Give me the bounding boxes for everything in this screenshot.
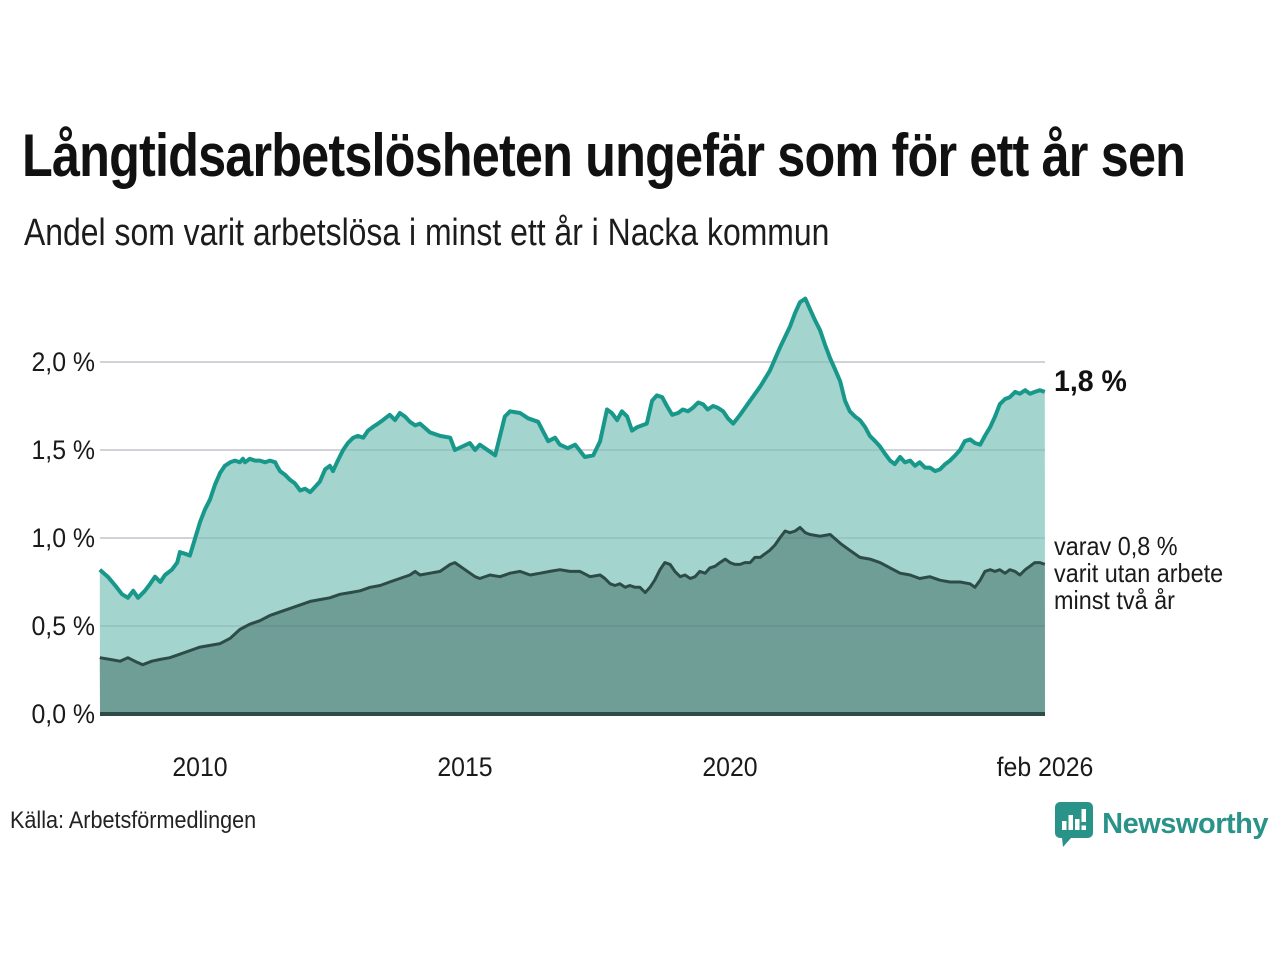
source-credit: Källa: Arbetsförmedlingen	[10, 807, 257, 834]
breakdown-line-1: varav 0,8 %	[1054, 531, 1178, 561]
y-tick-label: 0,5 %	[31, 611, 95, 641]
y-tick-label: 2,0 %	[31, 347, 95, 377]
series-min-two-years-area	[99, 527, 1046, 714]
x-tick-label: 2010	[172, 752, 228, 782]
x-tick-label: 2015	[437, 752, 493, 782]
page-title: Långtidsarbetslösheten ungefär som för e…	[22, 122, 1186, 189]
newsworthy-bar-chart-speech-bubble-icon	[1054, 800, 1094, 848]
breakdown-line-2: varit utan arbete	[1054, 558, 1224, 588]
brand-name: Newsworthy	[1102, 807, 1268, 840]
latest-value-annotation: 1,8 %	[1054, 365, 1127, 398]
x-tick-label: 2020	[702, 752, 758, 782]
page-subtitle: Andel som varit arbetslösa i minst ett å…	[24, 212, 830, 254]
y-tick-label: 0,0 %	[31, 699, 95, 729]
breakdown-line-3: minst två år	[1054, 585, 1175, 615]
series-min-one-year-line	[98, 296, 1046, 600]
brand-logo: Newsworthy	[1054, 800, 1268, 848]
series-min-two-years-line	[99, 525, 1046, 667]
breakdown-annotation: varav 0,8 % varit utan arbete minst två …	[1054, 533, 1223, 614]
y-tick-label: 1,0 %	[31, 523, 95, 553]
y-tick-label: 1,5 %	[31, 435, 95, 465]
x-tick-label: feb 2026	[996, 752, 1094, 782]
